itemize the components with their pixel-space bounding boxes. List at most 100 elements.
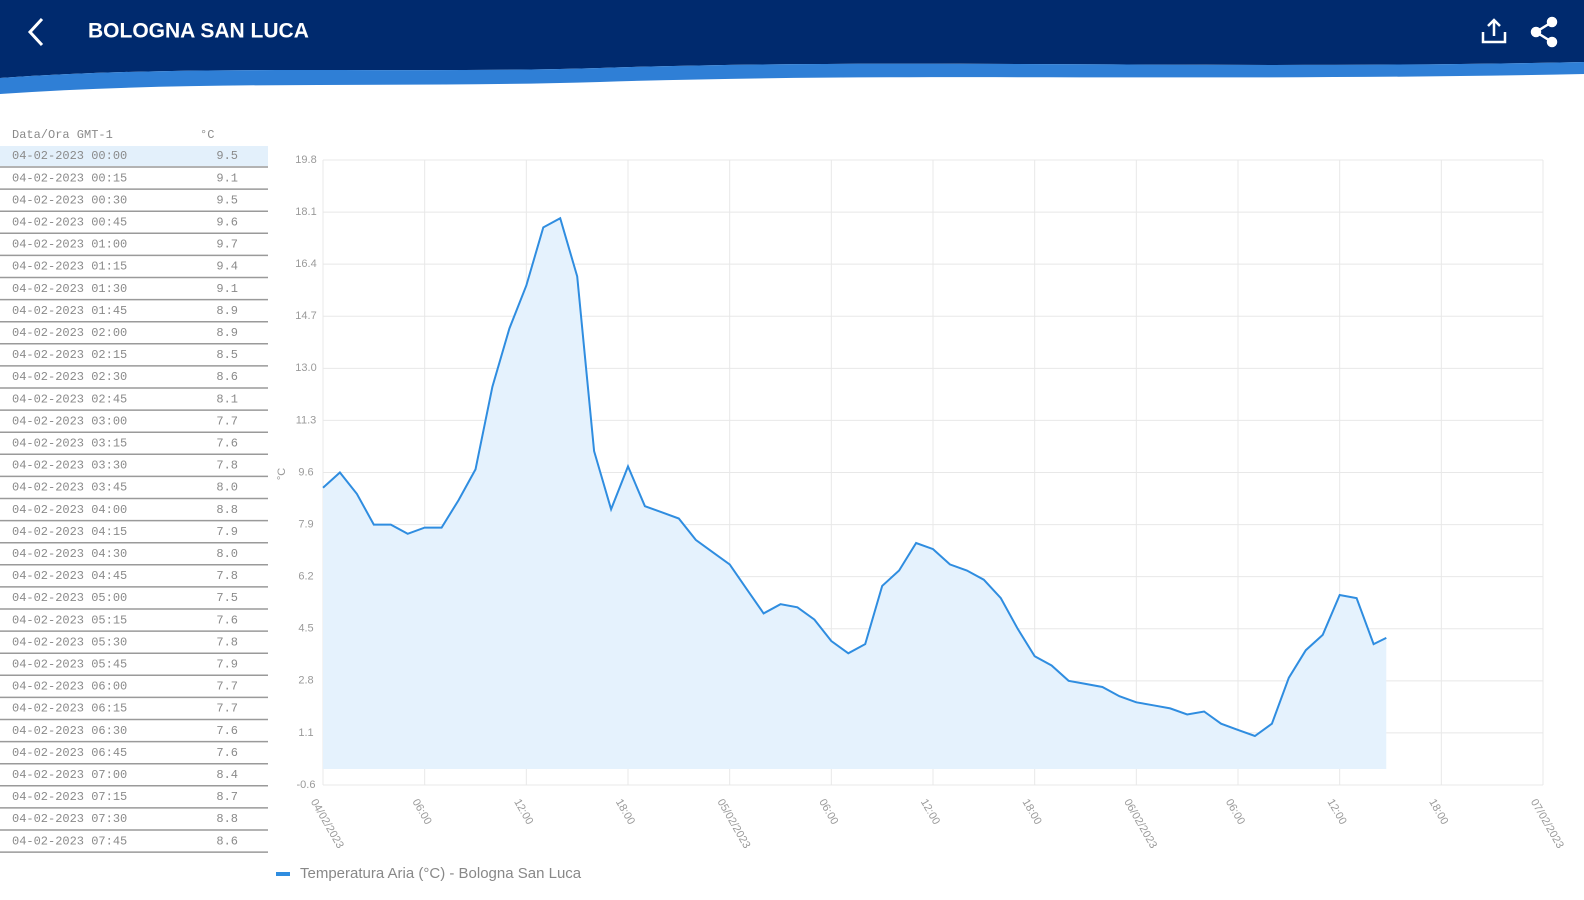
cell-value: 9.4 bbox=[216, 260, 238, 274]
cell-value: 8.6 bbox=[216, 370, 238, 384]
cell-value: 7.8 bbox=[216, 635, 238, 649]
y-tick-label: 19.8 bbox=[295, 154, 316, 166]
cell-value: 9.5 bbox=[216, 149, 238, 163]
cell-value: 7.6 bbox=[216, 724, 238, 738]
cell-time: 04-02-2023 03:15 bbox=[12, 436, 127, 450]
cell-value: 7.5 bbox=[216, 591, 238, 605]
header-wave bbox=[0, 62, 1584, 94]
row-highlight bbox=[0, 146, 268, 166]
x-tick-label: 18:00 bbox=[613, 797, 637, 827]
cell-value: 7.7 bbox=[216, 702, 238, 716]
cell-value: 7.6 bbox=[216, 613, 238, 627]
x-tick-label: 12:00 bbox=[511, 797, 535, 827]
y-tick-label: 7.9 bbox=[298, 518, 313, 530]
y-tick-label: 16.4 bbox=[295, 258, 316, 270]
y-tick-label: 1.1 bbox=[298, 727, 313, 739]
cell-time: 04-02-2023 00:30 bbox=[12, 193, 127, 207]
cell-value: 7.8 bbox=[216, 459, 238, 473]
y-tick-label: 14.7 bbox=[295, 310, 316, 322]
x-tick-label: 06:00 bbox=[1223, 797, 1247, 827]
y-tick-label: 13.0 bbox=[295, 362, 316, 374]
x-tick-label: 18:00 bbox=[1020, 797, 1044, 827]
cell-time: 04-02-2023 05:15 bbox=[12, 613, 127, 627]
y-tick-label: 4.5 bbox=[298, 623, 313, 635]
y-tick-label: -0.6 bbox=[297, 779, 316, 791]
cell-time: 04-02-2023 04:15 bbox=[12, 525, 127, 539]
export-button[interactable] bbox=[1481, 18, 1507, 44]
x-tick-label: 06:00 bbox=[410, 797, 434, 827]
cell-value: 7.9 bbox=[216, 525, 238, 539]
cell-value: 7.9 bbox=[216, 657, 238, 671]
cell-time: 04-02-2023 03:30 bbox=[12, 459, 127, 473]
x-tick-label: 12:00 bbox=[918, 797, 942, 827]
cell-time: 04-02-2023 02:15 bbox=[12, 348, 127, 362]
cell-value: 9.1 bbox=[216, 171, 238, 185]
y-tick-label: 11.3 bbox=[296, 414, 317, 426]
cell-value: 8.9 bbox=[216, 304, 238, 318]
cell-value: 8.5 bbox=[216, 348, 238, 362]
cell-value: 7.8 bbox=[216, 569, 238, 583]
cell-value: 8.4 bbox=[216, 768, 238, 782]
cell-time: 04-02-2023 03:00 bbox=[12, 414, 127, 428]
cell-time: 04-02-2023 07:15 bbox=[12, 790, 127, 804]
cell-value: 8.8 bbox=[216, 812, 238, 826]
cell-time: 04-02-2023 06:30 bbox=[12, 724, 127, 738]
cell-time: 04-02-2023 03:45 bbox=[12, 481, 127, 495]
cell-value: 8.0 bbox=[216, 547, 238, 561]
cell-time: 04-02-2023 04:45 bbox=[12, 569, 127, 583]
cell-value: 7.6 bbox=[216, 746, 238, 760]
cell-time: 04-02-2023 07:45 bbox=[12, 834, 127, 848]
x-tick-label: 05/02/2023 bbox=[715, 797, 753, 851]
legend-swatch bbox=[276, 872, 290, 876]
cell-value: 8.9 bbox=[216, 326, 238, 340]
cell-value: 9.6 bbox=[216, 215, 238, 229]
cell-time: 04-02-2023 01:30 bbox=[12, 282, 127, 296]
column-header: Data/Ora GMT-1 bbox=[12, 128, 113, 142]
cell-value: 7.6 bbox=[216, 436, 238, 450]
cell-time: 04-02-2023 05:45 bbox=[12, 657, 127, 671]
x-tick-label: 07/02/2023 bbox=[1528, 797, 1566, 851]
cell-value: 9.5 bbox=[216, 193, 238, 207]
cell-time: 04-02-2023 05:30 bbox=[12, 635, 127, 649]
back-button[interactable] bbox=[27, 17, 44, 47]
x-tick-label: 18:00 bbox=[1426, 797, 1450, 827]
cell-value: 8.8 bbox=[216, 503, 238, 517]
y-tick-label: 9.6 bbox=[298, 466, 313, 478]
x-tick-label: 06:00 bbox=[816, 797, 840, 827]
cell-time: 04-02-2023 06:15 bbox=[12, 702, 127, 716]
cell-time: 04-02-2023 07:30 bbox=[12, 812, 127, 826]
cell-time: 04-02-2023 06:00 bbox=[12, 680, 127, 694]
cell-value: 7.7 bbox=[216, 414, 238, 428]
cell-time: 04-02-2023 00:00 bbox=[12, 149, 127, 163]
header-bar bbox=[0, 0, 1584, 78]
cell-value: 8.6 bbox=[216, 834, 238, 848]
cell-time: 04-02-2023 01:45 bbox=[12, 304, 127, 318]
cell-value: 8.0 bbox=[216, 481, 238, 495]
cell-value: 9.7 bbox=[216, 238, 238, 252]
cell-time: 04-02-2023 01:15 bbox=[12, 260, 127, 274]
area bbox=[323, 218, 1387, 769]
cell-value: 7.7 bbox=[216, 680, 238, 694]
y-axis-label: °C bbox=[276, 468, 288, 480]
cell-time: 04-02-2023 00:45 bbox=[12, 215, 127, 229]
x-tick-label: 06/02/2023 bbox=[1121, 797, 1159, 851]
cell-time: 04-02-2023 05:00 bbox=[12, 591, 127, 605]
cell-time: 04-02-2023 01:00 bbox=[12, 238, 127, 252]
cell-value: 8.1 bbox=[216, 392, 238, 406]
cell-time: 04-02-2023 00:15 bbox=[12, 171, 127, 185]
page-title: BOLOGNA SAN LUCA bbox=[88, 20, 309, 43]
column-header: °C bbox=[200, 128, 214, 142]
cell-time: 04-02-2023 02:45 bbox=[12, 392, 127, 406]
cell-time: 04-02-2023 04:00 bbox=[12, 503, 127, 517]
cell-time: 04-02-2023 04:30 bbox=[12, 547, 127, 561]
share-button[interactable] bbox=[1530, 16, 1558, 48]
y-tick-label: 2.8 bbox=[298, 675, 313, 687]
cell-value: 8.7 bbox=[216, 790, 238, 804]
cell-time: 04-02-2023 02:30 bbox=[12, 370, 127, 384]
y-tick-label: 6.2 bbox=[298, 571, 313, 583]
cell-time: 04-02-2023 07:00 bbox=[12, 768, 127, 782]
y-tick-label: 18.1 bbox=[295, 206, 316, 218]
x-tick-label: 04/02/2023 bbox=[308, 797, 346, 851]
cell-time: 04-02-2023 02:00 bbox=[12, 326, 127, 340]
